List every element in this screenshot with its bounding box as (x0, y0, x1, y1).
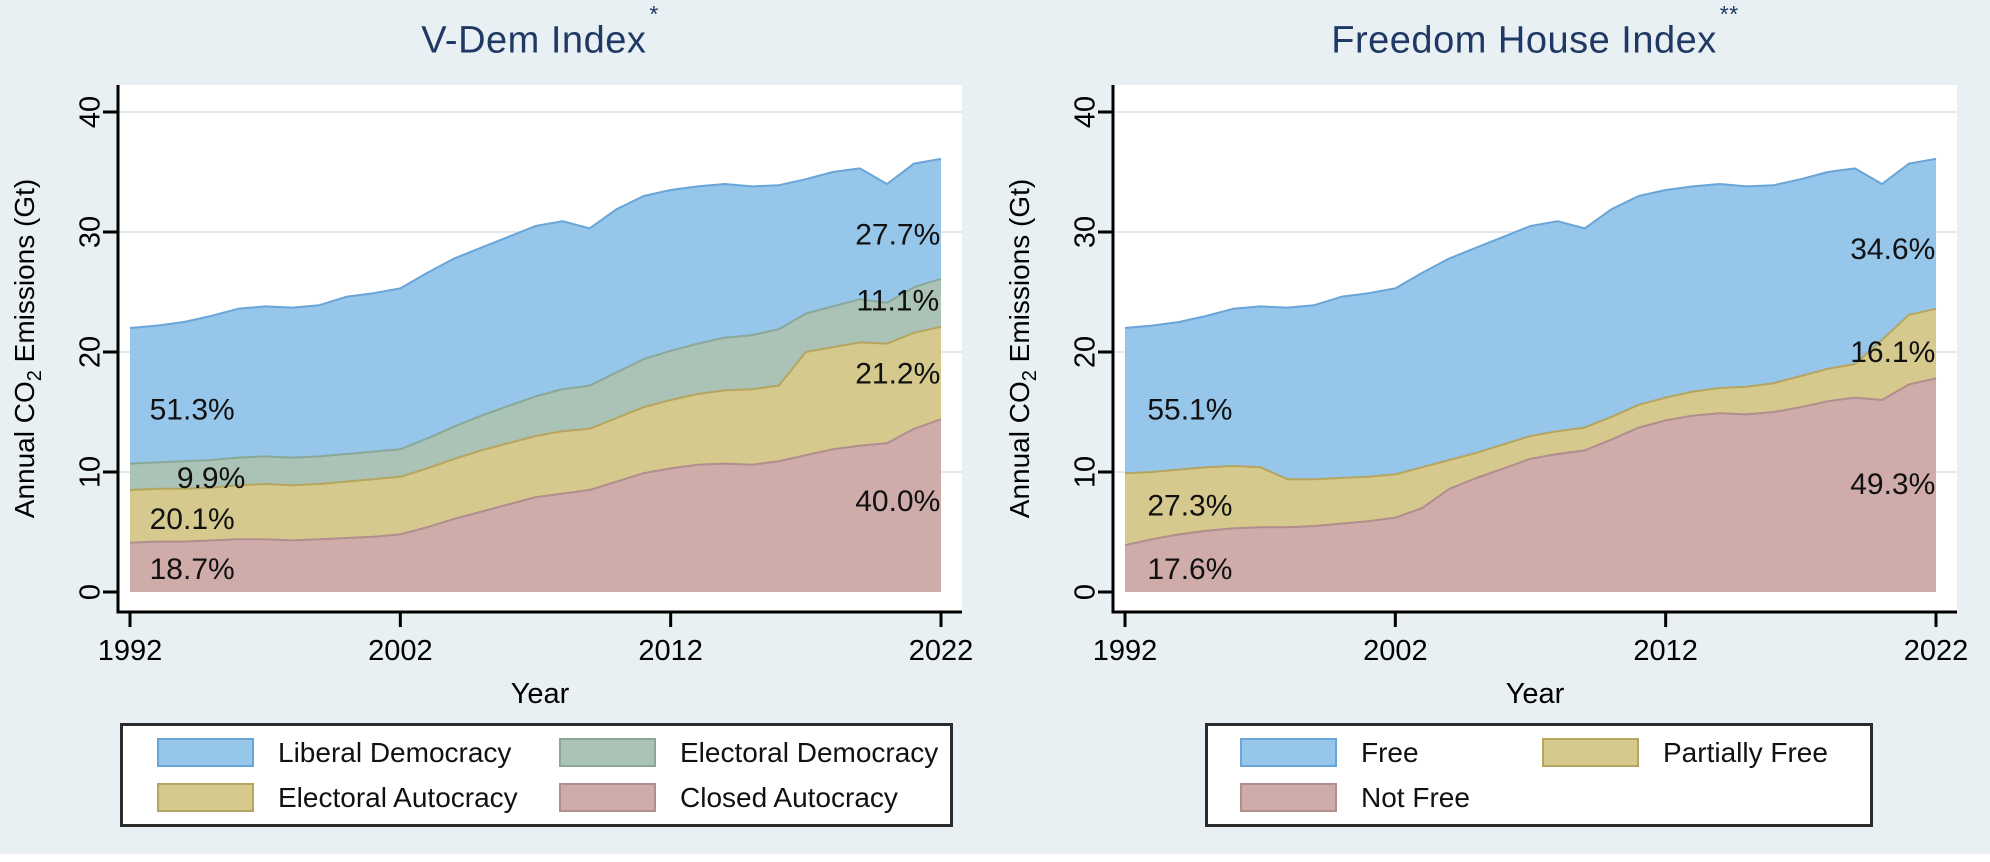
boundary-closed-autocracy (129, 418, 942, 544)
share-label-201: 20.1% (150, 503, 235, 536)
freedom-house-title-text: Freedom House Index (1331, 19, 1717, 62)
freedom-house-legend: Free Partially Free Not Free (1205, 723, 1873, 827)
share-label-493: 49.3% (1850, 468, 1935, 501)
x-tick-label-2002: 2002 (1363, 635, 1428, 667)
freedom-house-legend-label-not-free: Not Free (1361, 781, 1470, 813)
y-tick-label-20: 20 (1070, 336, 1102, 368)
vdem-title-footnote-marker: * (649, 1, 659, 27)
vdem-legend-item-electoral-democracy: Electoral Democracy (559, 735, 950, 771)
vdem-legend: Liberal Democracy Electoral Democracy Elec… (120, 723, 953, 827)
vdem-legend-label-closed-autocracy: Closed Autocracy (680, 781, 898, 813)
share-label-111: 11.1% (856, 284, 939, 317)
freedom-house-legend-swatch-free (1240, 738, 1337, 767)
share-label-161: 16.1% (1850, 336, 1935, 369)
y-tick-label-30: 30 (75, 216, 107, 248)
area-closed-autocracy (130, 419, 941, 592)
boundary-liberal-democracy (129, 157, 942, 329)
vdem-chart-panel: V-Dem Index* 0 10 20 30 40 1992 2002 2012 2022 Ye… (9, 1, 974, 827)
boundary-electoral-autocracy (129, 325, 942, 491)
y-tick-label-20: 20 (75, 336, 107, 368)
share-label-212: 21.2% (855, 358, 940, 391)
boundary-free (1124, 157, 1937, 329)
share-label-273: 27.3% (1147, 490, 1232, 523)
x-tick-label-2022: 2022 (1904, 635, 1969, 667)
y-tick-label-0: 0 (75, 584, 107, 600)
y-tick-label-0: 0 (1070, 584, 1102, 600)
x-axis-title: Year (511, 678, 570, 710)
freedom-house-legend-item-not-free: Not Free (1240, 780, 1542, 816)
vdem-legend-label-electoral-democracy: Electoral Democracy (680, 736, 939, 768)
vdem-chart-title: V-Dem Index* (118, 1, 962, 63)
freedom-house-legend-item-free: Free (1240, 735, 1542, 771)
share-label-277: 27.7% (855, 218, 940, 251)
x-tick-label-2022: 2022 (909, 635, 974, 667)
share-label-346: 34.6% (1850, 233, 1935, 266)
x-tick-label-2012: 2012 (638, 635, 703, 667)
freedom-house-legend-label-free: Free (1361, 736, 1419, 768)
share-label-513: 51.3% (150, 394, 235, 427)
freedom-house-chart-title: Freedom House Index** (1113, 1, 1957, 63)
freedom-house-title-footnote-marker: ** (1719, 1, 1739, 27)
vdem-legend-label-electoral-autocracy: Electoral Autocracy (278, 781, 518, 813)
area-not-free (1125, 378, 1936, 592)
x-tick-label-1992: 1992 (1093, 635, 1158, 667)
vdem-legend-label-liberal-democracy: Liberal Democracy (278, 736, 512, 768)
y-tick-label-30: 30 (1070, 216, 1102, 248)
freedom-house-chart: 0 10 20 30 40 1992 2002 2012 2022 Year Annual CO2 … (1004, 85, 1969, 710)
x-tick-label-1992: 1992 (98, 635, 163, 667)
x-tick-label-2002: 2002 (368, 635, 433, 667)
share-label-99: 9.9% (177, 462, 245, 495)
bottom-margin (0, 854, 1990, 862)
share-label-176: 17.6% (1147, 553, 1232, 586)
vdem-legend-item-closed-autocracy: Closed Autocracy (559, 780, 950, 816)
x-tick-label-2012: 2012 (1633, 635, 1698, 667)
vdem-legend-swatch-liberal-democracy (157, 738, 254, 767)
vdem-legend-item-liberal-democracy: Liberal Democracy (157, 735, 559, 771)
boundary-partially-free (1124, 307, 1937, 481)
area-liberal-democracy (130, 158, 941, 464)
area-free (1125, 158, 1936, 480)
freedom-house-legend-swatch-partially-free (1542, 738, 1639, 767)
share-label-551: 55.1% (1147, 394, 1232, 427)
vdem-chart: 0 10 20 30 40 1992 2002 2012 2022 Year Annual CO2 … (9, 85, 974, 710)
vdem-legend-swatch-closed-autocracy (559, 783, 656, 812)
area-partially-free (1125, 308, 1936, 546)
vdem-legend-item-electoral-autocracy: Electoral Autocracy (157, 780, 559, 816)
y-axis-title: Annual CO2 Emissions (Gt) (9, 179, 46, 518)
y-tick-label-40: 40 (1070, 96, 1102, 128)
share-label-187: 18.7% (150, 553, 235, 586)
freedom-house-chart-panel: Freedom House Index** 0 10 20 30 40 1992 2002 2… (995, 0, 1990, 862)
share-label-400: 40.0% (855, 485, 940, 518)
y-tick-label-10: 10 (75, 456, 107, 488)
boundary-electoral-democracy (129, 277, 942, 465)
boundary-not-free (1124, 377, 1937, 547)
freedom-house-legend-item-partially-free: Partially Free (1542, 735, 1870, 771)
vdem-legend-swatch-electoral-democracy (559, 738, 656, 767)
freedom-house-legend-label-partially-free: Partially Free (1663, 736, 1828, 768)
vdem-title-text: V-Dem Index (421, 19, 647, 62)
y-axis-title: Annual CO2 Emissions (Gt) (1004, 179, 1041, 518)
area-electoral-autocracy (130, 326, 941, 543)
y-tick-label-40: 40 (75, 96, 107, 128)
x-axis-title: Year (1506, 678, 1565, 710)
freedom-house-legend-swatch-not-free (1240, 783, 1337, 812)
vdem-legend-swatch-electoral-autocracy (157, 783, 254, 812)
y-tick-label-10: 10 (1070, 456, 1102, 488)
